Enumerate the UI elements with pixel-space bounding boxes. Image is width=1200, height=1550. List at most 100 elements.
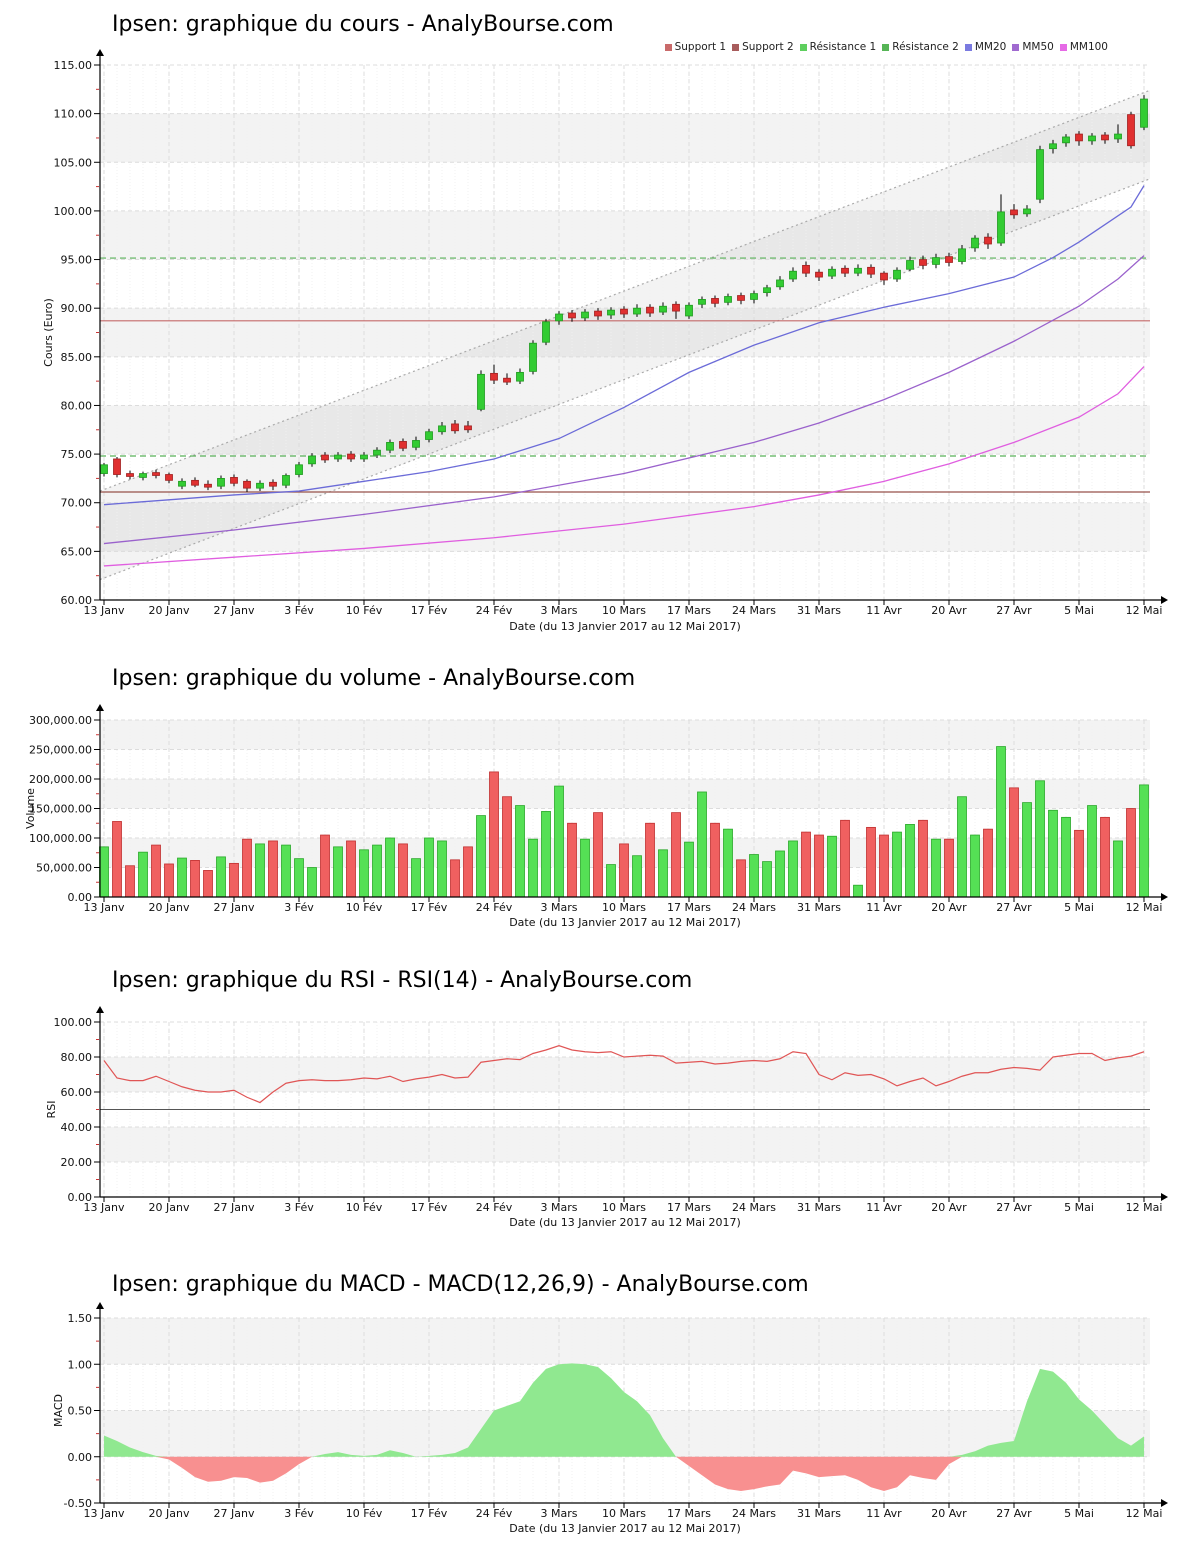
svg-text:20 Avr: 20 Avr	[931, 604, 967, 617]
svg-text:Date (du 13 Janvier 2017 au 12: Date (du 13 Janvier 2017 au 12 Mai 2017)	[509, 916, 741, 929]
svg-text:100.00: 100.00	[54, 205, 93, 218]
svg-text:17 Mars: 17 Mars	[667, 901, 711, 914]
svg-text:17 Fév: 17 Fév	[411, 604, 448, 617]
svg-text:13 Janv: 13 Janv	[84, 604, 125, 617]
svg-text:20 Janv: 20 Janv	[149, 604, 190, 617]
svg-text:100.00: 100.00	[54, 1016, 93, 1029]
svg-text:65.00: 65.00	[61, 545, 93, 558]
svg-text:13 Janv: 13 Janv	[84, 1201, 125, 1214]
cours-chart-title: Ipsen: graphique du cours - AnalyBourse.…	[112, 12, 614, 37]
macd-negative-area	[104, 1456, 1144, 1491]
svg-text:27 Avr: 27 Avr	[996, 1507, 1032, 1520]
svg-text:3 Fév: 3 Fév	[284, 1201, 314, 1214]
svg-text:0.00: 0.00	[68, 891, 93, 904]
svg-text:13 Janv: 13 Janv	[84, 901, 125, 914]
svg-text:60.00: 60.00	[61, 1086, 93, 1099]
svg-text:10 Fév: 10 Fév	[346, 1201, 383, 1214]
svg-text:80.00: 80.00	[61, 1051, 93, 1064]
svg-text:110.00: 110.00	[54, 108, 93, 121]
legend-item-label: MM50	[1022, 41, 1054, 53]
svg-text:17 Mars: 17 Mars	[667, 1507, 711, 1520]
svg-text:10 Fév: 10 Fév	[346, 1507, 383, 1520]
cours-chart-canvas: 60.00 65.00 70.00 75.00 80.00 85.00 90.00 95.00…	[42, 49, 1168, 633]
legend-item-label: Résistance 2	[892, 41, 959, 53]
svg-text:5 Mai: 5 Mai	[1064, 1201, 1094, 1214]
svg-text:Date (du 13 Janvier 2017 au 12: Date (du 13 Janvier 2017 au 12 Mai 2017)	[509, 1522, 741, 1535]
svg-volume-plot: 0.00 50,000.00 100,000.00 150,000.00 200,000…	[24, 704, 1168, 929]
svg-text:105.00: 105.00	[54, 156, 93, 169]
legend-item-label: Résistance 1	[809, 41, 877, 53]
svg-text:13 Janv: 13 Janv	[84, 1507, 125, 1520]
svg-text:31 Mars: 31 Mars	[797, 604, 841, 617]
svg-text:3 Mars: 3 Mars	[541, 1201, 578, 1214]
svg-text:0.00: 0.00	[68, 1451, 93, 1464]
svg-text:31 Mars: 31 Mars	[797, 1507, 841, 1520]
volume-chart-canvas: 0.00 50,000.00 100,000.00 150,000.00 200,000…	[24, 704, 1168, 929]
macd-chart-title: Ipsen: graphique du MACD - MACD(12,26,9)…	[112, 1272, 809, 1297]
svg-text:12 Mai: 12 Mai	[1126, 604, 1163, 617]
svg-rsi-plot: 0.00 20.00 40.00 60.00 80.00 100.00 13 Janv 20 …	[45, 1006, 1168, 1229]
svg-text:20 Janv: 20 Janv	[149, 901, 190, 914]
svg-text:31 Mars: 31 Mars	[797, 901, 841, 914]
svg-text:300,000.00: 300,000.00	[29, 714, 92, 727]
rsi-chart-canvas: 0.00 20.00 40.00 60.00 80.00 100.00 13 Janv 20 …	[45, 1006, 1168, 1229]
svg-text:Date (du 13 Janvier 2017 au 12: Date (du 13 Janvier 2017 au 12 Mai 2017)	[509, 1216, 741, 1229]
svg-text:24 Mars: 24 Mars	[732, 901, 776, 914]
legend-item-label: Support 2	[742, 41, 794, 53]
svg-text:3 Mars: 3 Mars	[541, 901, 578, 914]
svg-text:95.00: 95.00	[61, 254, 93, 267]
svg-text:24 Mars: 24 Mars	[732, 1507, 776, 1520]
svg-text:24 Fév: 24 Fév	[476, 901, 513, 914]
svg-text:11 Avr: 11 Avr	[866, 1507, 902, 1520]
legend-swatch-icon	[1012, 43, 1020, 51]
svg-text:10 Mars: 10 Mars	[602, 604, 646, 617]
ma-line-mm50	[103, 255, 1145, 545]
svg-text:70.00: 70.00	[61, 497, 93, 510]
svg-text:17 Mars: 17 Mars	[667, 604, 711, 617]
svg-text:17 Fév: 17 Fév	[411, 1201, 448, 1214]
svg-text:11 Avr: 11 Avr	[866, 901, 902, 914]
svg-text:1.50: 1.50	[68, 1312, 93, 1325]
legend-item-support-1: Support 1	[664, 41, 727, 53]
svg-text:0.50: 0.50	[68, 1405, 93, 1418]
legend-item-label: MM20	[974, 41, 1007, 53]
svg-text:80.00: 80.00	[61, 399, 93, 412]
svg-text:24 Fév: 24 Fév	[476, 1201, 513, 1214]
svg-text:100,000.00: 100,000.00	[29, 832, 92, 845]
ma-line-mm20	[103, 185, 1145, 506]
svg-text:Date (du 13 Janvier 2017 au 12: Date (du 13 Janvier 2017 au 12 Mai 2017)	[509, 620, 741, 633]
svg-text:20 Avr: 20 Avr	[931, 901, 967, 914]
svg-text:3 Fév: 3 Fév	[284, 901, 314, 914]
svg-text:20 Avr: 20 Avr	[931, 1201, 967, 1214]
svg-text:24 Mars: 24 Mars	[732, 1201, 776, 1214]
legend-item-label: MM100	[1069, 41, 1108, 53]
svg-macd-plot: -0.50 0.00 0.50 1.00 1.50 13 Janv 20 Janv 27 Ja…	[52, 1302, 1168, 1535]
svg-text:12 Mai: 12 Mai	[1126, 1201, 1163, 1214]
svg-text:MACD: MACD	[52, 1394, 65, 1427]
svg-text:24 Mars: 24 Mars	[732, 604, 776, 617]
svg-text:50,000.00: 50,000.00	[36, 862, 92, 875]
svg-text:10 Mars: 10 Mars	[602, 901, 646, 914]
legend-swatch-icon	[799, 43, 807, 51]
svg-cours-plot: 60.00 65.00 70.00 75.00 80.00 85.00 90.00 95.00…	[42, 49, 1168, 633]
svg-text:115.00: 115.00	[54, 59, 93, 72]
rsi-line	[103, 1044, 1145, 1104]
svg-text:5 Mai: 5 Mai	[1064, 1507, 1094, 1520]
legend-swatch-icon	[1059, 43, 1067, 51]
macd-chart-canvas: -0.50 0.00 0.50 1.00 1.50 13 Janv 20 Janv 27 Ja…	[52, 1302, 1168, 1535]
svg-text:11 Avr: 11 Avr	[866, 604, 902, 617]
candles-group	[100, 95, 1148, 493]
legend-item-mm100: MM100	[1059, 41, 1108, 53]
svg-text:-0.50: -0.50	[64, 1497, 92, 1510]
legend-item-label: Support 1	[674, 41, 727, 53]
svg-text:10 Fév: 10 Fév	[346, 901, 383, 914]
svg-text:3 Mars: 3 Mars	[541, 604, 578, 617]
svg-text:24 Fév: 24 Fév	[476, 604, 513, 617]
svg-text:150,000.00: 150,000.00	[29, 803, 92, 816]
volume-chart-title: Ipsen: graphique du volume - AnalyBourse…	[112, 666, 636, 691]
svg-text:11 Avr: 11 Avr	[866, 1201, 902, 1214]
svg-text:RSI: RSI	[45, 1101, 58, 1119]
legend-swatch-icon	[664, 43, 672, 51]
svg-text:60.00: 60.00	[61, 594, 93, 607]
svg-text:20 Avr: 20 Avr	[931, 1507, 967, 1520]
